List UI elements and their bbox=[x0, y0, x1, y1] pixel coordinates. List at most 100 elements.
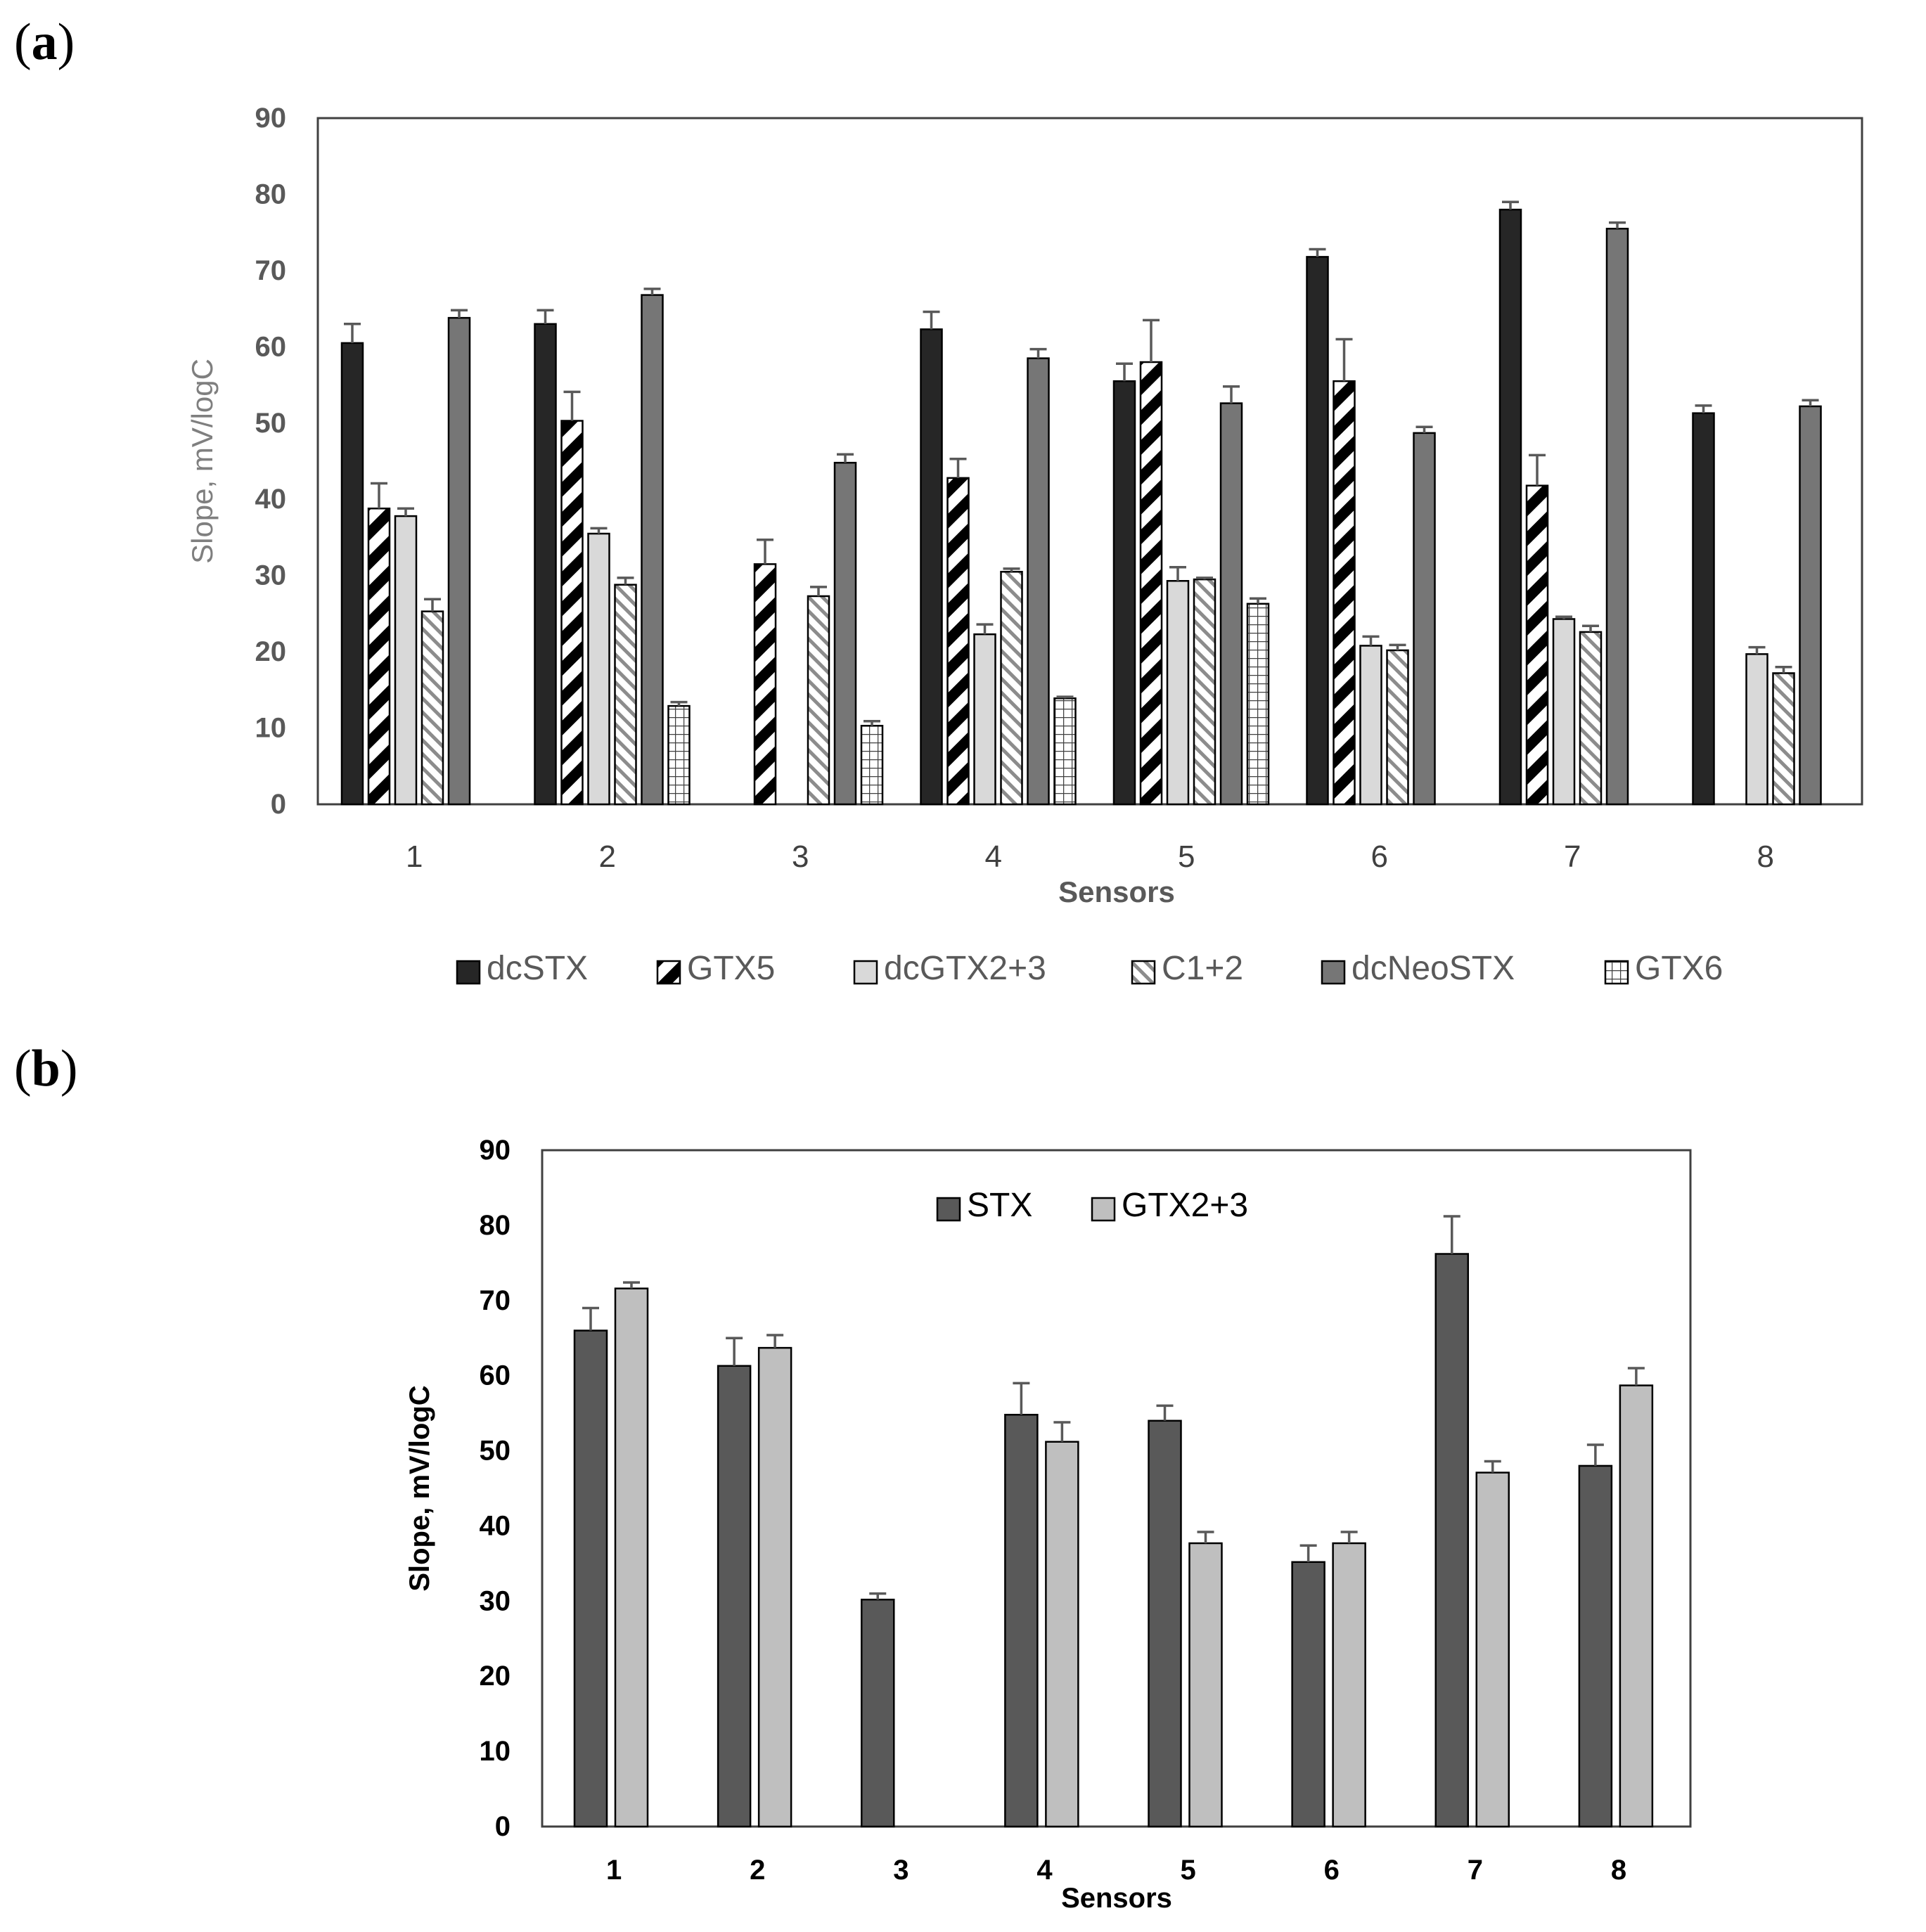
legend-swatch bbox=[853, 960, 878, 985]
bar-dcgtx2-3 bbox=[1745, 653, 1768, 806]
bar-stx bbox=[1434, 1253, 1469, 1828]
y-tick-label: 70 bbox=[255, 255, 287, 286]
error-bar bbox=[537, 309, 554, 324]
error-bar bbox=[1627, 1367, 1645, 1386]
error-bar bbox=[1143, 318, 1160, 363]
y-tick-label: 10 bbox=[255, 713, 287, 744]
error-bar bbox=[1415, 425, 1433, 433]
error-bar bbox=[1609, 221, 1626, 229]
bar-c1-2 bbox=[1193, 578, 1216, 806]
legend-swatch bbox=[456, 960, 481, 985]
legend-label: dcGTX2+3 bbox=[884, 950, 1046, 987]
bar-c1-2 bbox=[1386, 649, 1409, 806]
error-bar bbox=[1555, 615, 1572, 619]
error-bar bbox=[1223, 385, 1240, 404]
y-tick-label: 10 bbox=[480, 1736, 511, 1767]
y-tick-label: 20 bbox=[480, 1661, 511, 1692]
x-tick-label: 2 bbox=[599, 839, 616, 874]
legend-swatch bbox=[1321, 960, 1346, 985]
bar-stx bbox=[717, 1365, 752, 1828]
error-bar bbox=[643, 288, 661, 295]
bar-stx bbox=[861, 1598, 895, 1828]
error-bar bbox=[1586, 1443, 1604, 1466]
legend-label: GTX5 bbox=[687, 950, 775, 987]
error-bar bbox=[1502, 200, 1519, 210]
bar-gtx6 bbox=[1053, 697, 1077, 806]
bar-gtx6 bbox=[667, 704, 691, 806]
error-bar bbox=[424, 598, 441, 612]
y-tick-label: 60 bbox=[255, 331, 287, 362]
x-tick-label: 6 bbox=[1324, 1855, 1340, 1886]
y-tick-label: 70 bbox=[480, 1285, 511, 1316]
error-bar bbox=[1695, 404, 1712, 413]
bar-dcneostx bbox=[1219, 402, 1243, 806]
error-bar bbox=[949, 457, 967, 478]
bar-dcgtx2-3 bbox=[1552, 618, 1576, 806]
y-tick-label: 50 bbox=[480, 1436, 511, 1467]
plot-frame bbox=[316, 117, 1863, 806]
error-bar bbox=[1340, 1531, 1358, 1544]
bar-gtx5 bbox=[1139, 361, 1163, 806]
y-tick-label: 90 bbox=[480, 1135, 511, 1166]
legend-label: GTX6 bbox=[1635, 950, 1723, 987]
error-bar bbox=[617, 577, 634, 585]
bar-gtx5 bbox=[367, 507, 391, 806]
error-bar bbox=[864, 720, 880, 726]
error-bar bbox=[1802, 399, 1819, 406]
bar-gtx2-3 bbox=[1332, 1542, 1366, 1828]
x-tick-label: 4 bbox=[985, 839, 1002, 874]
x-axis-label: Sensors bbox=[1061, 1883, 1172, 1914]
bar-gtx5 bbox=[1333, 380, 1356, 806]
error-bar bbox=[1053, 1421, 1071, 1442]
error-bar bbox=[1029, 347, 1047, 359]
error-bar bbox=[1169, 565, 1186, 581]
error-bar bbox=[1443, 1215, 1460, 1254]
error-bar bbox=[1748, 645, 1766, 655]
x-tick-label: 7 bbox=[1468, 1855, 1483, 1886]
panel-b-label: (b) bbox=[14, 1040, 78, 1097]
bar-stx bbox=[1291, 1561, 1325, 1828]
bar-dcneostx bbox=[447, 316, 471, 806]
panel-a-label: (a) bbox=[14, 13, 75, 71]
bar-dcgtx2-3 bbox=[587, 532, 610, 806]
error-bar bbox=[869, 1592, 887, 1600]
error-bar bbox=[1309, 247, 1326, 257]
bar-gtx2-3 bbox=[757, 1346, 792, 1828]
error-bar bbox=[1013, 1382, 1030, 1415]
bar-gtx6 bbox=[1246, 603, 1270, 806]
y-tick-label: 40 bbox=[480, 1510, 511, 1541]
legend-label: dcNeoSTX bbox=[1352, 950, 1515, 987]
bar-gtx5 bbox=[1525, 484, 1549, 806]
error-bar bbox=[766, 1334, 784, 1348]
legend-swatch bbox=[656, 960, 681, 985]
bar-dcstx bbox=[534, 323, 557, 806]
error-bar bbox=[1056, 695, 1074, 699]
legend-label: dcSTX bbox=[487, 950, 588, 987]
error-bar bbox=[1003, 567, 1020, 572]
error-bar bbox=[837, 453, 854, 463]
bar-dcstx bbox=[1306, 256, 1329, 806]
bar-stx bbox=[1148, 1419, 1182, 1828]
bar-gtx2-3 bbox=[1619, 1384, 1654, 1828]
x-tick-label: 5 bbox=[1180, 1855, 1195, 1886]
error-bar bbox=[344, 323, 361, 343]
bar-stx bbox=[1004, 1413, 1039, 1828]
chart-b: 0 10 20 30 40 50 60 70 80 90 1 2 3 4 5 6 7 8 Sensors Slope,… bbox=[404, 1135, 1692, 1914]
legend-label: STX bbox=[967, 1187, 1032, 1224]
error-bar bbox=[726, 1337, 743, 1366]
bar-dcneostx bbox=[1605, 227, 1629, 806]
error-bar bbox=[563, 390, 581, 421]
x-tick-label: 5 bbox=[1178, 839, 1195, 874]
error-bar bbox=[1389, 643, 1406, 650]
x-tick-label: 6 bbox=[1371, 839, 1388, 874]
bar-dcneostx bbox=[1413, 432, 1436, 806]
x-axis-label: Sensors bbox=[1058, 875, 1175, 908]
plot-frame bbox=[541, 1149, 1692, 1828]
bar-dcstx bbox=[340, 342, 364, 806]
bar-gtx5 bbox=[946, 477, 970, 806]
y-tick-label: 80 bbox=[255, 179, 287, 210]
bar-stx bbox=[1578, 1464, 1613, 1828]
error-bar bbox=[582, 1306, 599, 1331]
bar-dcstx bbox=[920, 328, 943, 806]
bar-dcneostx bbox=[1027, 357, 1050, 806]
